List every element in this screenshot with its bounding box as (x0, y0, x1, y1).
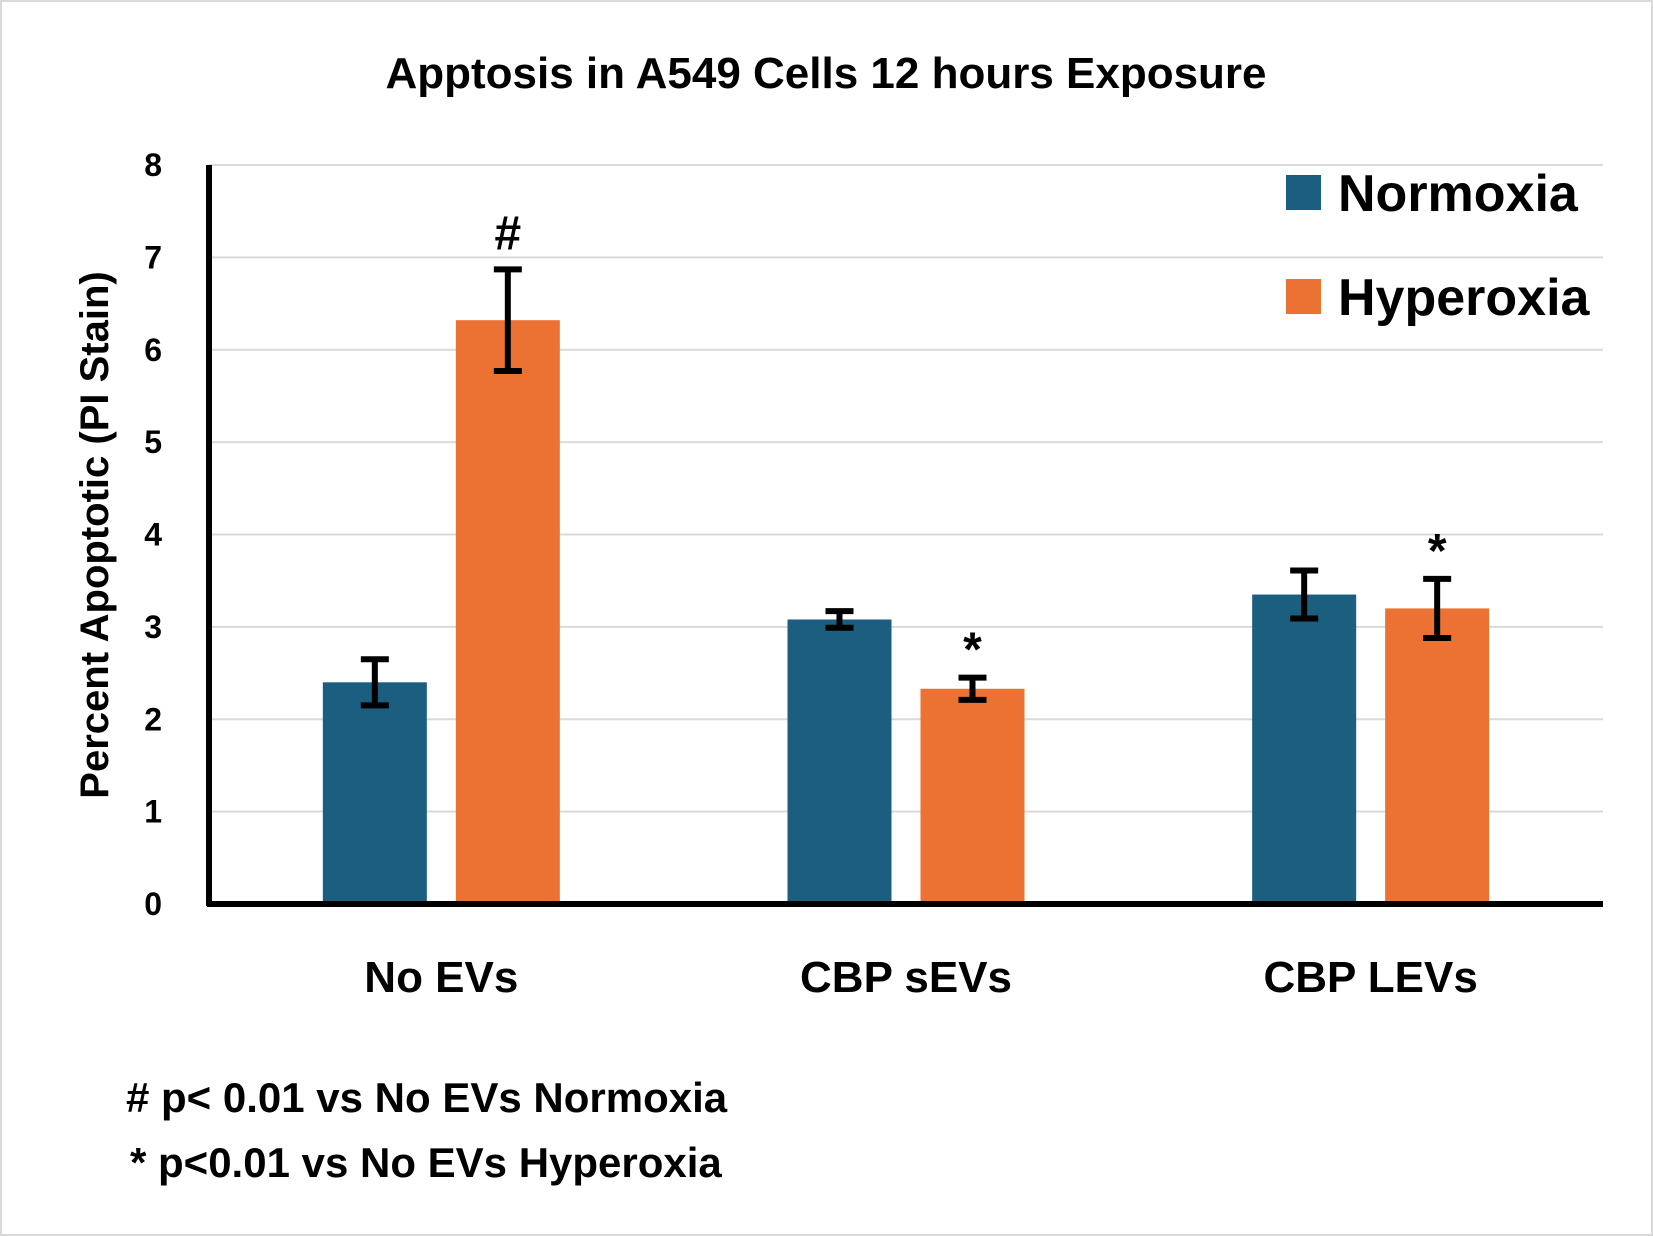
bar-1-1 (920, 688, 1025, 904)
y-axis-label: Percent Apoptotic (PI Stain) (73, 271, 117, 798)
significance-marker-2-1: * (1428, 525, 1447, 578)
significance-markers: # * * (494, 207, 1446, 676)
y-tick-label-8: 8 (144, 147, 162, 183)
bar-0-1 (455, 320, 560, 904)
y-tick-label-7: 7 (144, 239, 162, 275)
legend: Normoxia Hyperoxia (1286, 165, 1591, 327)
x-tick-label-1: CBP sEVs (800, 953, 1012, 1002)
significance-marker-1-1: * (963, 624, 982, 677)
y-tick-label-3: 3 (144, 609, 162, 645)
gridlines (209, 164, 1603, 813)
legend-label-1: Hyperoxia (1338, 269, 1591, 327)
y-axis-ticks: 0 1 2 3 4 5 6 7 8 (144, 147, 162, 922)
bars (322, 320, 1490, 904)
x-tick-label-0: No EVs (364, 953, 518, 1002)
bar-1-0 (787, 619, 892, 904)
y-tick-label-6: 6 (144, 332, 162, 368)
bar-2-1 (1385, 608, 1490, 904)
legend-swatch-1 (1286, 279, 1321, 314)
error-bars (360, 266, 1452, 709)
footnote-hash: # p< 0.01 vs No EVs Normoxia (126, 1074, 728, 1121)
legend-swatch-0 (1286, 175, 1321, 210)
chart-title: Apptosis in A549 Cells 12 hours Exposure (385, 49, 1266, 98)
significance-marker-0-1: # (494, 207, 521, 260)
x-tick-label-2: CBP LEVs (1263, 953, 1477, 1002)
bar-2-0 (1252, 594, 1357, 904)
y-tick-label-4: 4 (144, 517, 162, 553)
y-tick-label-0: 0 (144, 886, 162, 922)
bar-0-0 (322, 682, 427, 904)
footnote-asterisk: * p<0.01 vs No EVs Hyperoxia (130, 1139, 722, 1186)
x-axis-ticks: No EVs CBP sEVs CBP LEVs (364, 953, 1478, 1002)
y-tick-label-2: 2 (144, 701, 162, 737)
y-tick-label-1: 1 (144, 794, 162, 830)
legend-label-0: Normoxia (1338, 165, 1579, 223)
y-tick-label-5: 5 (144, 424, 162, 460)
